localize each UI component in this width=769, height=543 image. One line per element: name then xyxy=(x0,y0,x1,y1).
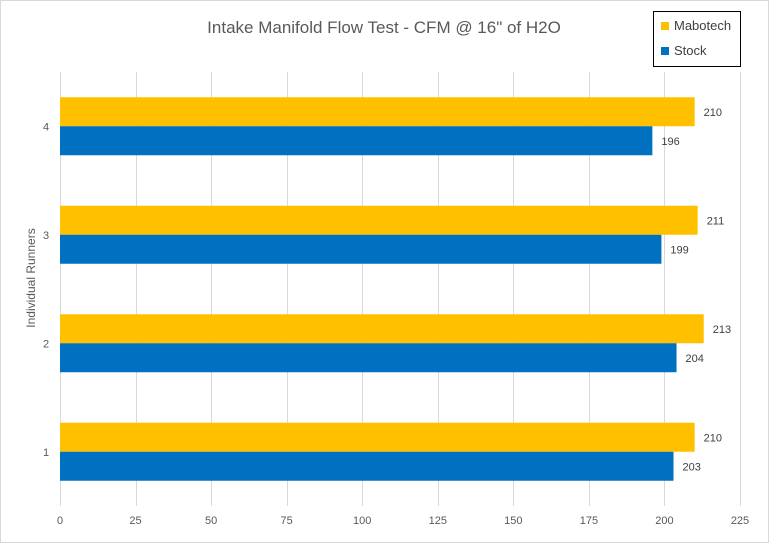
x-tick-label: 75 xyxy=(281,515,293,527)
legend-swatch xyxy=(661,47,669,55)
data-label: 203 xyxy=(683,461,701,473)
legend: Mabotech Stock xyxy=(653,11,741,67)
chart-title: Intake Manifold Flow Test - CFM @ 16" of… xyxy=(207,18,561,37)
data-label: 213 xyxy=(713,324,731,336)
y-tick-label: 2 xyxy=(43,338,49,350)
data-label: 210 xyxy=(704,107,722,119)
bar-stock-runner-1 xyxy=(60,451,674,481)
bars: 210 203 213 204 211 199 210 196 xyxy=(60,97,731,481)
legend-swatch xyxy=(661,22,669,30)
y-axis-ticks: 1 2 3 4 xyxy=(43,121,49,459)
x-axis-ticks: 0 25 50 75 100 125 150 175 200 225 xyxy=(57,515,749,527)
x-tick-label: 50 xyxy=(205,515,217,527)
bar-stock-runner-3 xyxy=(60,234,662,264)
x-tick-label: 25 xyxy=(129,515,141,527)
y-axis-label: Individual Runners xyxy=(24,228,38,327)
x-tick-label: 125 xyxy=(429,515,447,527)
bar-mabotech-runner-1 xyxy=(60,422,695,452)
bar-mabotech-runner-2 xyxy=(60,314,704,344)
bar-stock-runner-4 xyxy=(60,126,653,156)
data-label: 199 xyxy=(670,244,688,256)
x-tick-label: 200 xyxy=(655,515,673,527)
legend-label: Stock xyxy=(674,43,707,58)
data-label: 204 xyxy=(686,353,704,365)
bar-mabotech-runner-3 xyxy=(60,205,698,235)
y-tick-label: 1 xyxy=(43,447,49,459)
data-label: 210 xyxy=(704,432,722,444)
x-tick-label: 150 xyxy=(504,515,522,527)
x-tick-label: 225 xyxy=(731,515,749,527)
bar-stock-runner-2 xyxy=(60,343,677,373)
data-label: 211 xyxy=(707,215,725,227)
bar-mabotech-runner-4 xyxy=(60,97,695,127)
x-tick-label: 0 xyxy=(57,515,63,527)
x-tick-label: 100 xyxy=(353,515,371,527)
legend-box xyxy=(653,11,741,67)
x-tick-label: 175 xyxy=(580,515,598,527)
y-tick-label: 3 xyxy=(43,230,49,242)
data-label: 196 xyxy=(661,136,679,148)
y-tick-label: 4 xyxy=(43,121,49,133)
legend-label: Mabotech xyxy=(674,18,731,33)
